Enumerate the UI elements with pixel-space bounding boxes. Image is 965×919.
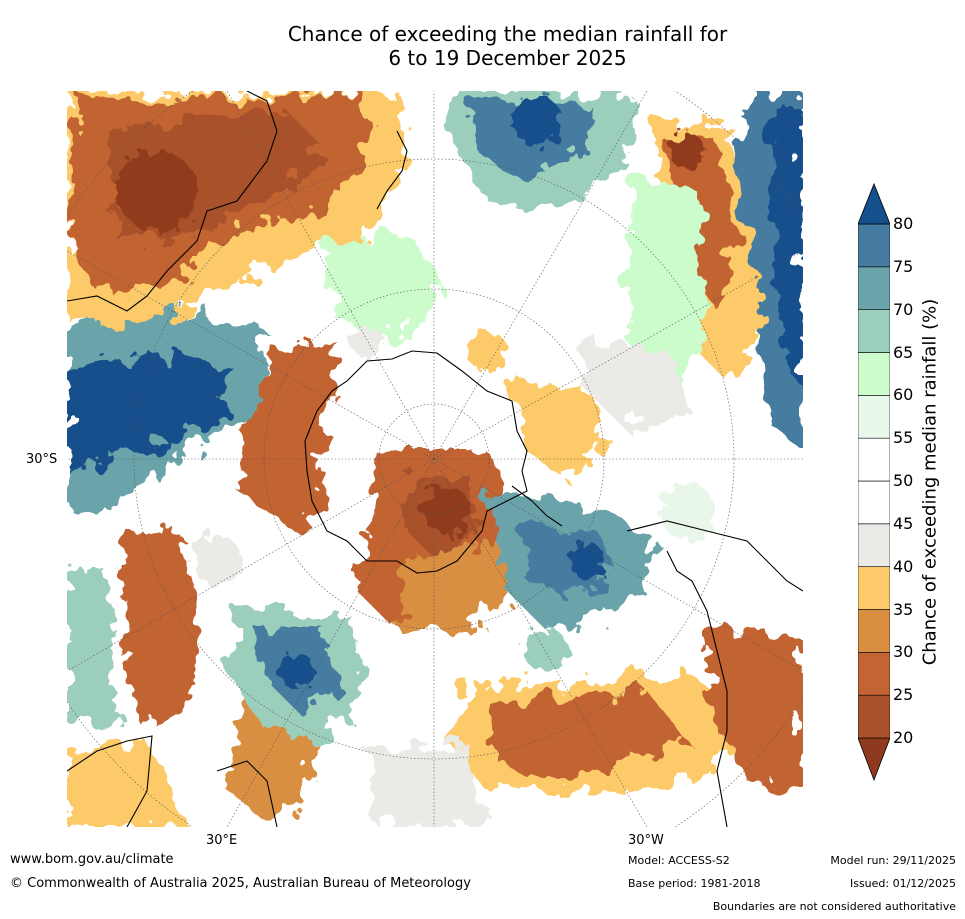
colorbar-band [858, 694, 890, 739]
map-canvas [67, 91, 803, 827]
footer-copyright: © Commonwealth of Australia 2025, Austra… [10, 876, 471, 891]
colorbar-tick-label: 40 [893, 556, 914, 576]
graticule [67, 91, 803, 827]
south-america-coast [626, 520, 803, 592]
colorbar-tick-label: 30 [893, 642, 914, 662]
colorbar-tick-label: 55 [893, 428, 914, 448]
lon-label-30e: 30°E [206, 833, 238, 848]
colorbar-band [858, 309, 890, 353]
lat-label-30s: 30°S [26, 452, 58, 467]
colorbar-band [858, 566, 890, 610]
coastlines [67, 91, 803, 827]
colorbar-tick-label: 75 [893, 256, 914, 276]
colorbar-tick-label: 50 [893, 471, 914, 490]
footer-model-run: Model run: 29/11/2025 [830, 854, 956, 867]
colorbar [858, 182, 890, 782]
title-line-2: 6 to 19 December 2025 [388, 46, 627, 70]
africa-coast [67, 735, 153, 827]
footer-base-period: Base period: 1981-2018 [628, 877, 761, 890]
rainfall-detail [97, 96, 715, 689]
colorbar-band [858, 395, 890, 439]
antarctica-coast [304, 350, 528, 574]
colorbar-extend-low [858, 737, 890, 782]
colorbar-tick-label: 35 [893, 599, 914, 619]
lon-label-30w: 30°W [628, 833, 664, 848]
colorbar-tick-label: 80 [893, 214, 914, 233]
colorbar-band [858, 437, 890, 482]
footer-url[interactable]: www.bom.gov.au/climate [10, 852, 174, 867]
colorbar-tick-label: 25 [893, 685, 914, 705]
polar-rainfall-map[interactable] [67, 91, 803, 827]
colorbar-tick-label: 60 [893, 385, 914, 405]
map-title: Chance of exceeding the median rainfall … [0, 22, 965, 70]
colorbar-extend-high [858, 182, 890, 225]
colorbar-band [858, 652, 890, 696]
colorbar-band [858, 480, 890, 525]
colorbar-tick-label: 45 [893, 513, 914, 533]
antarctic-peninsula [511, 485, 563, 527]
footer-issued: Issued: 01/12/2025 [849, 877, 956, 890]
colorbar-title: Chance of exceeding median rainfall (%) [919, 298, 941, 666]
title-line-1: Chance of exceeding the median rainfall … [287, 22, 728, 46]
colorbar-tick-label: 70 [893, 299, 914, 319]
new-zealand-coast [376, 130, 408, 210]
colorbar-band [858, 352, 890, 396]
colorbar-band [858, 223, 890, 268]
colorbar-tick-label: 20 [893, 728, 914, 747]
south-america-west-coast [666, 550, 728, 827]
madagascar-coast [216, 760, 278, 827]
colorbar-band [858, 266, 890, 310]
colorbar-band [858, 523, 890, 567]
australia-coast [67, 91, 278, 312]
colorbar-tick-label: 65 [893, 342, 914, 362]
footer-model: Model: ACCESS-S2 [628, 854, 730, 867]
colorbar-band [858, 609, 890, 653]
footer-disclaimer: Boundaries are not considered authoritat… [712, 900, 956, 913]
rainfall-field [67, 91, 803, 827]
